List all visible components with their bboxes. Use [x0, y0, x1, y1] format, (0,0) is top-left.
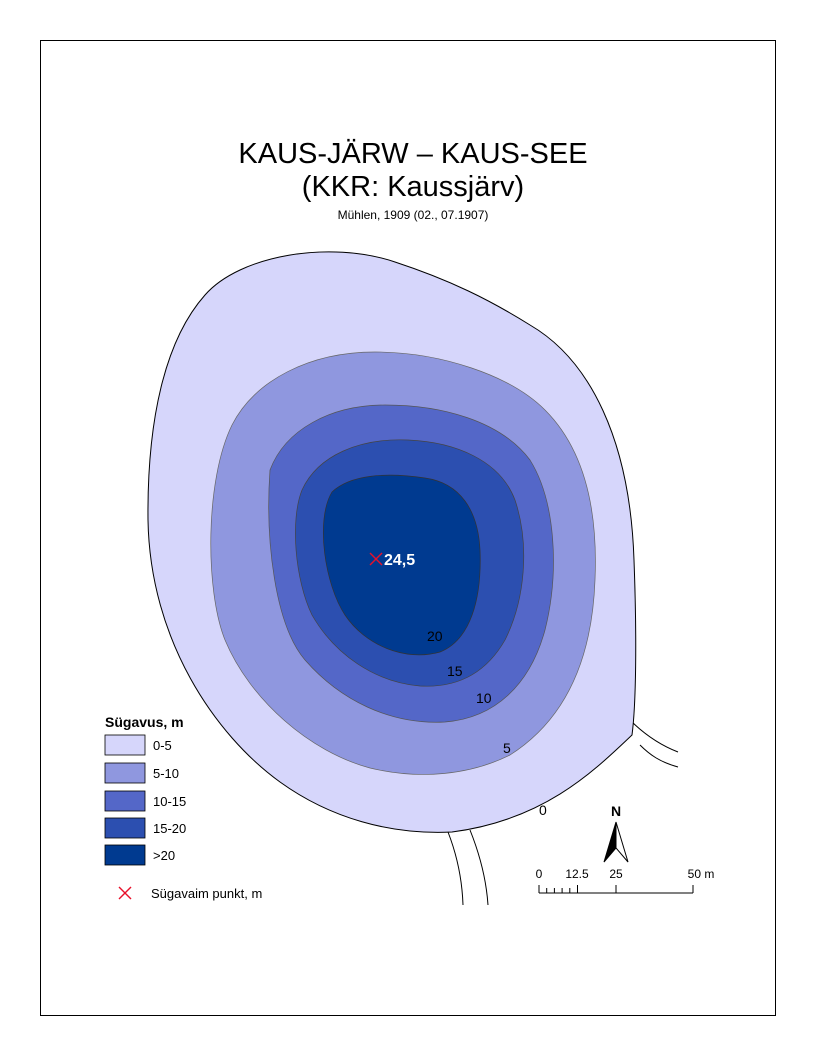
- legend-label-10-15: 10-15: [153, 794, 186, 809]
- scale-tick-label-50: 50 m: [688, 867, 715, 881]
- legend-swatch-15-20: [104, 817, 146, 839]
- legend-swatch-0-5: [104, 734, 146, 756]
- contour-label-15: 15: [447, 663, 463, 679]
- legend-label-0-5: 0-5: [153, 738, 172, 753]
- map-title-line2: (KKR: Kaussjärv): [302, 171, 524, 203]
- map-subtitle: Mühlen, 1909 (02., 07.1907): [338, 208, 489, 222]
- north-arrow-label: N: [611, 803, 621, 819]
- scale-tick-label-25: 25: [609, 867, 623, 881]
- legend-label-15-20: 15-20: [153, 821, 186, 836]
- deepest-point-label: 24,5: [384, 552, 415, 569]
- contour-label-10: 10: [476, 690, 492, 706]
- scale-tick-label-0: 0: [536, 867, 543, 881]
- stream-east-upper: [629, 719, 679, 753]
- map-title-line1: KAUS-JÄRW – KAUS-SEE: [238, 138, 587, 170]
- deepest-point-marker: [369, 552, 383, 566]
- north-arrow-icon: N: [603, 803, 629, 863]
- scale-bar: 0 12.5 25 50 m: [536, 867, 715, 894]
- legend-point-label: Sügavaim punkt, m: [151, 886, 262, 901]
- contour-label-5: 5: [503, 740, 511, 756]
- depth-zone-over-20: [323, 474, 481, 656]
- legend: Sügavus, m 0-5 5-10 10-15 15-20 >20 Süga…: [104, 714, 262, 901]
- legend-label-5-10: 5-10: [153, 766, 179, 781]
- contour-label-20: 20: [427, 628, 443, 644]
- legend-point-icon: [118, 886, 132, 900]
- stream-east-lower: [639, 744, 679, 768]
- legend-swatch-5-10: [104, 762, 146, 784]
- scale-tick-label-12-5: 12.5: [565, 867, 589, 881]
- stream-south-left: [447, 831, 464, 906]
- contour-label-0: 0: [539, 802, 547, 818]
- stream-south-right: [469, 829, 489, 906]
- legend-label-over-20: >20: [153, 848, 175, 863]
- map-frame: [40, 40, 776, 1016]
- legend-swatch-10-15: [104, 790, 146, 812]
- legend-title: Sügavus, m: [105, 714, 184, 730]
- legend-swatch-over-20: [104, 844, 146, 866]
